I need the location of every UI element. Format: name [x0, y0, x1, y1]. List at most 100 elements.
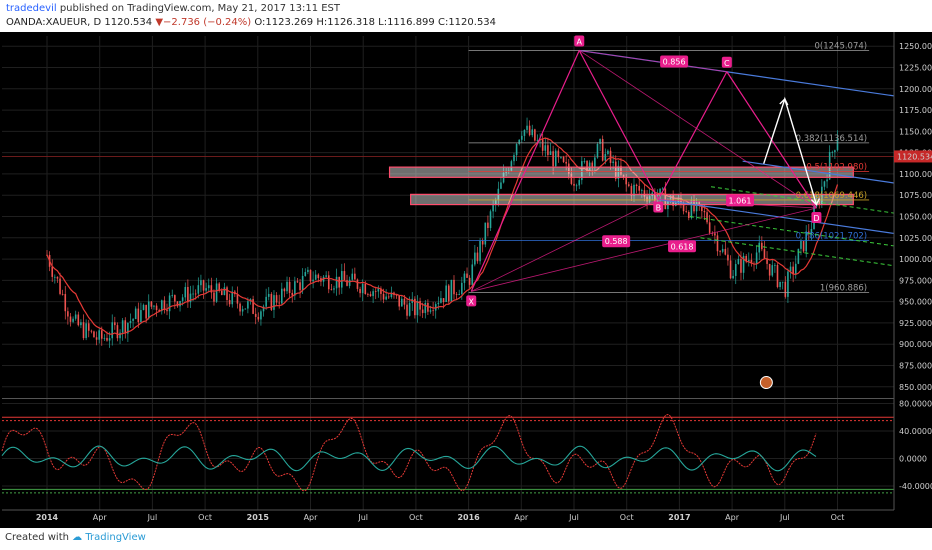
candle-body [395, 294, 398, 296]
down-arrow-icon: ▼ [155, 17, 164, 28]
candle-body [309, 269, 312, 282]
candle-body [729, 260, 732, 279]
candle-body [510, 161, 513, 171]
ratio-badge [602, 235, 631, 248]
candle-body [333, 288, 335, 290]
candle-body [103, 337, 106, 339]
x-tick-label: Jul [568, 513, 579, 522]
candle-body [784, 281, 787, 297]
candle-body [163, 300, 166, 311]
candle-body [622, 174, 625, 177]
candle-body [442, 298, 445, 303]
tradingview-brand[interactable]: TradingView [85, 532, 146, 543]
candle-body [641, 190, 643, 192]
candle-body [327, 275, 330, 290]
y-tick-label: 925.000 [899, 319, 932, 328]
candle-body [387, 296, 390, 298]
candle-body [440, 298, 442, 303]
candle-body [291, 292, 294, 296]
osc-tick-label: 0.0000 [899, 454, 927, 463]
x-tick-label: Apr [514, 513, 529, 522]
x-tick-label: Jul [779, 513, 790, 522]
x-tick-label: 2016 [457, 513, 480, 522]
candle-body [85, 323, 87, 339]
point-label: C [724, 59, 730, 68]
x-tick-label: Apr [93, 513, 108, 522]
candle-body [557, 150, 560, 158]
candle-body [654, 192, 656, 203]
x-tick-label: Apr [725, 513, 740, 522]
candle-body [98, 330, 100, 340]
published-text: published on TradingView.com, May 21, 20… [59, 3, 341, 14]
candle-body [620, 165, 622, 175]
candle-body [776, 264, 779, 288]
ratio-label: 1.061 [729, 196, 752, 205]
candle-body [189, 293, 192, 303]
candle-body [398, 295, 401, 307]
candle-body [432, 310, 434, 312]
candle-body [476, 252, 479, 262]
candle-body [708, 222, 711, 233]
pattern-diagonal [579, 50, 817, 209]
candle-body [179, 300, 181, 307]
point-badge [811, 211, 822, 223]
candle-body [254, 313, 257, 317]
candle-body [401, 298, 403, 307]
candle-body [781, 281, 784, 283]
candle-body [536, 139, 539, 141]
symbol-label[interactable]: OANDA:XAUEUR, D [6, 17, 102, 28]
candle-body [294, 281, 296, 296]
candle-body [494, 200, 497, 205]
candle-body [429, 310, 432, 312]
y-tick-label: 1175.000 [899, 106, 932, 115]
candle-body [257, 316, 260, 320]
candle-body [463, 273, 466, 283]
candle-body [210, 285, 213, 293]
candle-body [241, 309, 244, 312]
candle-body [194, 293, 197, 295]
candle-body [823, 181, 826, 187]
candle-body [734, 264, 737, 276]
candle-body [252, 299, 254, 314]
candle-body [474, 252, 476, 265]
candle-body [664, 188, 667, 210]
candle-body [701, 204, 703, 212]
candle-body [761, 242, 763, 250]
candle-body [312, 279, 314, 282]
candle-body [492, 204, 494, 212]
candle-body [155, 305, 158, 311]
ohlc-close: C:1120.534 [437, 17, 497, 28]
candle-body [567, 163, 570, 174]
author-link[interactable]: tradedevil [6, 3, 57, 14]
pattern-diagonal [579, 50, 727, 73]
channel-line [742, 160, 895, 184]
candle-body [742, 255, 745, 273]
candle-body [821, 186, 823, 205]
event-marker-icon [759, 376, 773, 390]
candle-body [134, 308, 137, 320]
price-chart[interactable]: 0(1245.074) 0.382(1136.514) 0.5(1102.980) 0… [0, 32, 932, 528]
candle-body [685, 211, 687, 212]
candle-body [633, 184, 635, 196]
candle-body [607, 150, 609, 154]
point-label: A [577, 37, 583, 46]
candle-body [369, 294, 372, 297]
candle-body [614, 161, 617, 179]
candle-body [763, 249, 766, 260]
candle-body [220, 290, 223, 296]
candle-body [771, 265, 774, 276]
candle-body [481, 240, 484, 245]
candle-body [72, 318, 74, 322]
candle-body [213, 292, 215, 302]
candle-body [299, 282, 301, 291]
candle-body [560, 156, 562, 158]
candle-body [800, 240, 802, 249]
fib-level-label: 0.5(1102.980) [806, 162, 867, 172]
candle-body [330, 289, 333, 291]
candle-body [239, 303, 241, 312]
candle-body [166, 310, 168, 312]
candle-body [372, 291, 374, 297]
candle-body [648, 196, 651, 202]
symbol-line: OANDA:XAUEUR, D 1120.534 ▼−2.736 (−0.24%… [6, 17, 496, 28]
candle-body [314, 274, 317, 280]
